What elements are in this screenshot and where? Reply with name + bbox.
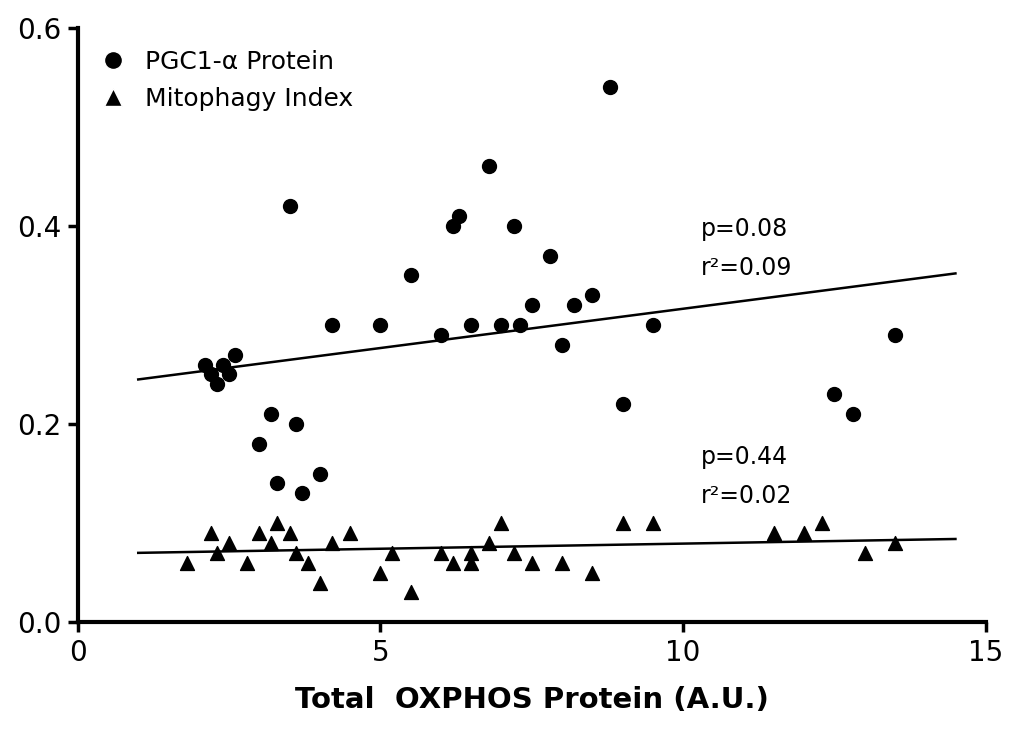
Point bbox=[432, 547, 448, 558]
Point bbox=[584, 289, 600, 301]
Text: r²=0.09: r²=0.09 bbox=[700, 257, 792, 281]
Point bbox=[795, 527, 811, 539]
Point bbox=[372, 319, 388, 331]
Point bbox=[825, 388, 842, 400]
Point bbox=[765, 527, 782, 539]
Point bbox=[523, 557, 539, 569]
X-axis label: Total  OXPHOS Protein (A.U.): Total OXPHOS Protein (A.U.) bbox=[294, 686, 768, 714]
Point bbox=[511, 319, 527, 331]
Point bbox=[226, 349, 243, 360]
Point bbox=[584, 567, 600, 578]
Point bbox=[504, 220, 521, 232]
Point bbox=[481, 161, 497, 173]
Point bbox=[444, 557, 461, 569]
Point bbox=[372, 567, 388, 578]
Point bbox=[504, 547, 521, 558]
Point bbox=[644, 319, 660, 331]
Point bbox=[403, 587, 419, 599]
Point bbox=[481, 537, 497, 549]
Point bbox=[251, 527, 267, 539]
Point bbox=[263, 537, 279, 549]
Point bbox=[323, 537, 339, 549]
Point bbox=[493, 319, 510, 331]
Point bbox=[613, 398, 630, 410]
Point bbox=[384, 547, 400, 558]
Point bbox=[341, 527, 358, 539]
Point bbox=[463, 319, 479, 331]
Point bbox=[444, 220, 461, 232]
Point bbox=[886, 537, 902, 549]
Point bbox=[215, 359, 231, 371]
Point bbox=[281, 527, 298, 539]
Point bbox=[203, 527, 219, 539]
Point bbox=[886, 329, 902, 341]
Legend: PGC1-α Protein, Mitophagy Index: PGC1-α Protein, Mitophagy Index bbox=[90, 40, 363, 121]
Point bbox=[450, 210, 467, 221]
Point bbox=[432, 329, 448, 341]
Point bbox=[523, 299, 539, 311]
Point bbox=[238, 557, 255, 569]
Point bbox=[566, 299, 582, 311]
Point bbox=[553, 557, 570, 569]
Point bbox=[403, 270, 419, 281]
Point bbox=[844, 409, 860, 420]
Point bbox=[197, 359, 213, 371]
Point bbox=[209, 547, 225, 558]
Point bbox=[209, 379, 225, 390]
Point bbox=[287, 547, 304, 558]
Point bbox=[541, 250, 557, 262]
Point bbox=[312, 468, 328, 480]
Point bbox=[312, 577, 328, 588]
Point bbox=[601, 81, 618, 93]
Point bbox=[856, 547, 872, 558]
Point bbox=[613, 518, 630, 529]
Point bbox=[263, 409, 279, 420]
Point bbox=[287, 418, 304, 430]
Point bbox=[203, 368, 219, 380]
Text: r²=0.02: r²=0.02 bbox=[700, 484, 792, 508]
Point bbox=[221, 537, 237, 549]
Point bbox=[293, 488, 310, 499]
Text: p=0.44: p=0.44 bbox=[700, 444, 788, 469]
Point bbox=[493, 518, 510, 529]
Point bbox=[300, 557, 316, 569]
Point bbox=[463, 547, 479, 558]
Point bbox=[463, 557, 479, 569]
Point bbox=[221, 368, 237, 380]
Point bbox=[251, 438, 267, 450]
Point bbox=[813, 518, 829, 529]
Point bbox=[644, 518, 660, 529]
Point bbox=[269, 518, 285, 529]
Point bbox=[178, 557, 195, 569]
Point bbox=[269, 477, 285, 489]
Point bbox=[281, 200, 298, 212]
Text: p=0.08: p=0.08 bbox=[700, 216, 788, 240]
Point bbox=[553, 339, 570, 351]
Point bbox=[323, 319, 339, 331]
